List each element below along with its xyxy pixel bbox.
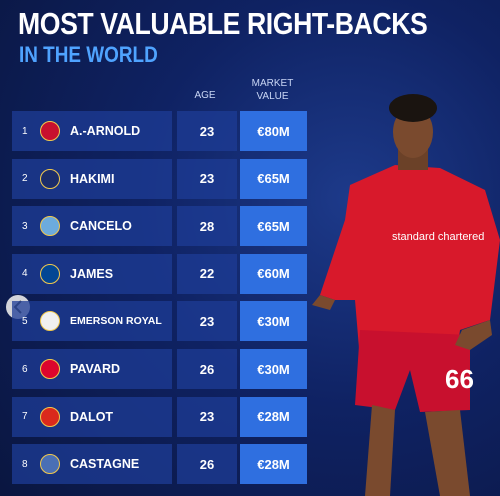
player-cell: 8 CASTAGNE (12, 444, 172, 485)
rank: 1 (22, 125, 28, 137)
player-name: CANCELO (70, 219, 132, 234)
player-name: HAKIMI (70, 171, 115, 186)
age: 23 (177, 158, 237, 199)
player-cell: 7 DALOT (12, 396, 172, 437)
column-header: AGE (194, 90, 216, 101)
player-name: JAMES (70, 266, 114, 281)
player-name: A.-ARNOLD (70, 124, 141, 138)
club-badge (40, 216, 60, 237)
player-cell: 4 JAMES (12, 253, 172, 294)
age: 22 (177, 253, 237, 294)
club-badge (40, 311, 60, 332)
rank: 8 (22, 458, 28, 470)
market-value: €60M (240, 253, 307, 294)
market-value: €80M (240, 111, 307, 151)
rank: 3 (22, 220, 28, 232)
age: 23 (177, 111, 237, 151)
player-name: CASTAGNE (70, 457, 140, 472)
club-badge (40, 406, 60, 427)
market-value: €65M (240, 158, 307, 199)
player-cell: 2 HAKIMI (12, 158, 172, 199)
rank: 6 (22, 363, 28, 375)
age: 23 (177, 396, 237, 437)
shirt-sponsor: standard chartered (392, 231, 484, 243)
market-value: €28M (240, 444, 307, 485)
player-name: EMERSON ROYAL (70, 315, 162, 328)
market-value: €65M (240, 206, 307, 247)
market-value: €30M (240, 301, 307, 342)
club-badge (40, 121, 60, 141)
column-header: MARKET VALUE (251, 78, 294, 102)
player-name: PAVARD (70, 362, 120, 376)
rank: 4 (22, 268, 28, 280)
rank: 5 (22, 315, 28, 327)
player-name: DALOT (70, 409, 114, 424)
age: 28 (177, 206, 237, 247)
player-cell: 5 EMERSON ROYAL (12, 301, 172, 342)
age: 26 (177, 349, 237, 389)
market-value: €30M (240, 349, 307, 389)
rank: 7 (22, 411, 28, 423)
title: MOST VALUABLE RIGHT-BACKS (18, 6, 428, 41)
shorts-number: 66 (445, 364, 474, 394)
player-cell: 3 CANCELO (12, 206, 172, 247)
market-value: €28M (240, 396, 307, 437)
subtitle: IN THE WORLD (19, 42, 158, 67)
player-cell: 6 PAVARD (12, 349, 172, 389)
player-cell: 1 A.-ARNOLD (12, 111, 172, 151)
age: 26 (177, 444, 237, 485)
club-badge (40, 263, 60, 284)
club-badge (40, 454, 60, 475)
club-badge (40, 168, 60, 189)
rank: 2 (22, 173, 28, 185)
age: 23 (177, 301, 237, 342)
club-badge (40, 359, 60, 379)
